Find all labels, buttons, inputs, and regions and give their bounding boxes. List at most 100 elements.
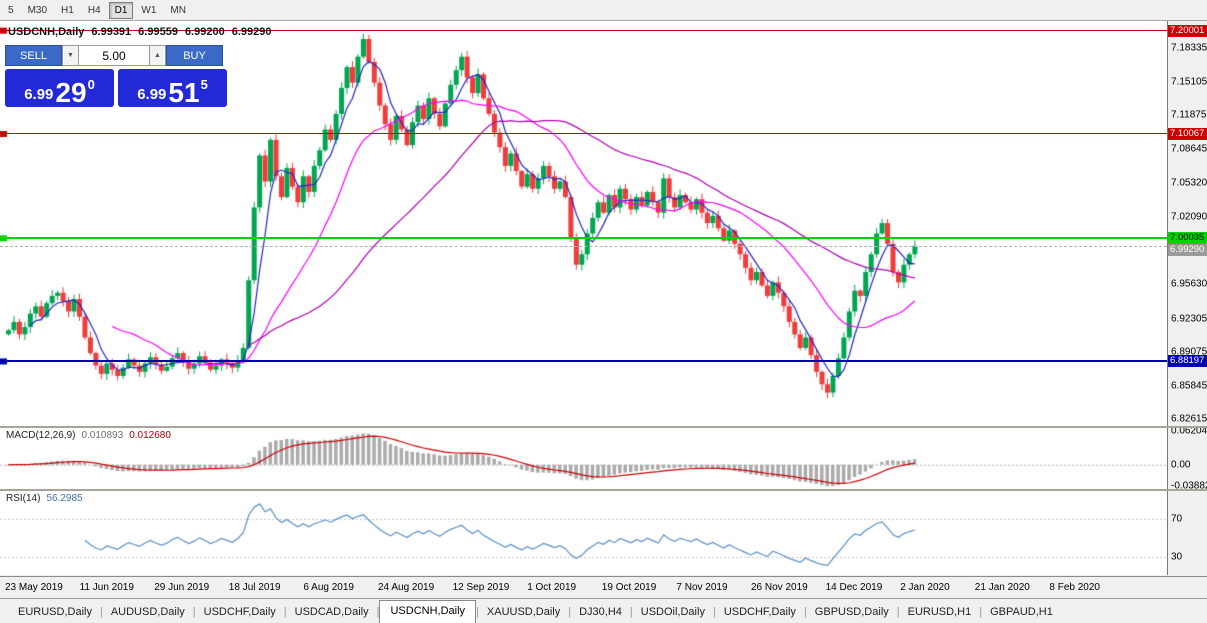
price-axis-label: 6.92305	[1171, 313, 1207, 325]
horizontal-line-7.00035[interactable]	[0, 237, 1167, 240]
date-label: 1 Oct 2019	[527, 582, 577, 593]
sell-price-sup: 0	[87, 77, 95, 92]
macd-axis-label: 0.06204	[1171, 425, 1207, 437]
tab-separator: |	[629, 606, 633, 618]
date-label: 6 Aug 2019	[303, 582, 354, 593]
date-label: 11 Jun 2019	[79, 582, 134, 593]
price-badge-7.00035: 7.00035	[1168, 232, 1207, 245]
price-axis-label: 7.02090	[1171, 211, 1207, 223]
tab-separator: |	[979, 606, 983, 618]
chart-tab-DJ30-H4[interactable]: DJ30,H4	[579, 606, 622, 618]
price-axis-label: 6.85845	[1171, 380, 1207, 392]
rsi-indicator-canvas[interactable]	[0, 491, 1167, 575]
volume-increase-button[interactable]: ▲	[149, 45, 166, 66]
horizontal-line-7.10067[interactable]	[0, 133, 1167, 135]
buy-price-main: 6.99	[137, 86, 167, 103]
date-label: 21 Jan 2020	[974, 582, 1030, 593]
chart-tab-bar: EURUSD,Daily | AUDUSD,Daily | USDCHF,Daily | U…	[0, 598, 1207, 623]
chart-tab-USDCHF-Daily[interactable]: USDCHF,Daily	[723, 606, 796, 618]
ohlc-close: 6.99290	[231, 26, 272, 38]
price-axis-label: 7.18335	[1171, 42, 1207, 54]
tab-separator: |	[192, 606, 196, 618]
panel-splitter-macd-rsi[interactable]	[0, 489, 1207, 491]
macd-axis-label: -0.03882	[1171, 480, 1207, 492]
horizontal-line-7.20001[interactable]	[0, 30, 1167, 32]
macd-value-main: 0.010893	[81, 430, 124, 441]
tab-separator: |	[896, 606, 900, 618]
rsi-axis-label: 70	[1171, 513, 1183, 525]
date-label: 2 Jan 2020	[900, 582, 950, 593]
tab-separator: |	[376, 606, 380, 618]
macd-indicator-label: MACD(12,26,9) 0.010893 0.012680	[6, 430, 171, 441]
chart-symbol-period: USDCNH,Daily	[8, 26, 85, 38]
timeframe-button-H1[interactable]: H1	[61, 4, 74, 16]
time-axis[interactable]: 23 May 2019 11 Jun 2019 29 Jun 2019 18 Jul …	[0, 576, 1207, 598]
ohlc-low: 6.99200	[184, 26, 225, 38]
macd-name: MACD(12,26,9)	[6, 430, 76, 441]
price-axis[interactable]: 7.18335 7.15105 7.11875 7.08645 7.05320 7.020…	[1167, 21, 1207, 575]
price-axis-label: 7.08645	[1171, 143, 1207, 155]
date-label: 7 Nov 2019	[676, 582, 728, 593]
sell-price-main: 6.99	[24, 86, 54, 103]
volume-input[interactable]	[79, 45, 149, 66]
chart-tab-XAUUSD-Daily[interactable]: XAUUSD,Daily	[486, 606, 561, 618]
buy-price-big: 51	[168, 77, 200, 109]
price-axis-label: 7.05320	[1171, 177, 1207, 189]
buy-price-display[interactable]: 6.99 51 5	[118, 69, 227, 107]
date-label: 8 Feb 2020	[1049, 582, 1100, 593]
buy-button[interactable]: BUY	[166, 45, 223, 66]
price-axis-label: 6.82615	[1171, 413, 1207, 425]
tab-separator: |	[803, 606, 807, 618]
chart-title: USDCNH,Daily 6.99391 6.99559 6.99200 6.9…	[8, 26, 271, 38]
timeframe-button-5[interactable]: 5	[8, 4, 14, 16]
chevron-down-icon: ▼	[67, 52, 74, 59]
date-label: 12 Sep 2019	[452, 582, 510, 593]
horizontal-line-6.88197[interactable]	[0, 360, 1167, 363]
timeframe-button-M30[interactable]: M30	[27, 4, 48, 16]
rsi-axis-label: 30	[1171, 551, 1183, 563]
tab-separator: |	[99, 606, 103, 618]
macd-indicator-canvas[interactable]	[0, 428, 1167, 489]
rsi-name: RSI(14)	[6, 493, 41, 504]
price-axis-label: 6.89075	[1171, 346, 1207, 358]
timeframe-toolbar: 5 M30 H1 H4 D1 W1 MN	[0, 0, 1207, 21]
sell-price-display[interactable]: 6.99 29 0	[5, 69, 114, 107]
chart-tab-EURUSD-Daily[interactable]: EURUSD,Daily	[18, 606, 92, 618]
one-click-trading-panel: SELL ▼ ▲ BUY 6.99 29 0 6.99 51 5	[5, 45, 227, 107]
date-label: 29 Jun 2019	[154, 582, 210, 593]
tab-separator: |	[568, 606, 572, 618]
price-badge-7.20001: 7.20001	[1168, 24, 1207, 37]
chart-tab-AUDUSD-Daily[interactable]: AUDUSD,Daily	[110, 606, 185, 618]
chart-tab-EURUSD-H1[interactable]: EURUSD,H1	[907, 606, 972, 618]
rsi-value: 56.2985	[46, 493, 83, 504]
price-badge-6.99290: 6.99290	[1168, 244, 1207, 257]
volume-decrease-button[interactable]: ▼	[62, 45, 79, 66]
price-badge-6.88197: 6.88197	[1168, 355, 1207, 368]
chart-tab-USDOil-Daily[interactable]: USDOil,Daily	[640, 606, 705, 618]
chart-tab-USDCHF-Daily[interactable]: USDCHF,Daily	[203, 606, 276, 618]
tab-separator: |	[712, 606, 716, 618]
date-label: 23 May 2019	[5, 582, 63, 593]
chart-tab-USDCAD-Daily[interactable]: USDCAD,Daily	[294, 606, 369, 618]
timeframe-button-H4[interactable]: H4	[87, 4, 101, 16]
chart-tab-USDCNH-Daily[interactable]: USDCNH,Daily	[379, 600, 477, 623]
price-axis-label: 6.95630	[1171, 278, 1207, 290]
tab-separator: |	[476, 606, 479, 618]
ohlc-high: 6.99559	[138, 26, 178, 38]
chevron-up-icon: ▲	[154, 52, 161, 59]
date-label: 18 Jul 2019	[228, 582, 281, 593]
chart-tab-GBPAUD-H1[interactable]: GBPAUD,H1	[990, 606, 1053, 618]
ohlc-open: 6.99391	[91, 26, 132, 38]
timeframe-button-D1[interactable]: D1	[108, 1, 134, 19]
price-axis-label: 7.11875	[1171, 109, 1207, 121]
sell-button[interactable]: SELL	[5, 45, 62, 66]
timeframe-button-MN[interactable]: MN	[170, 4, 186, 16]
tab-separator: |	[283, 606, 287, 618]
chart-tab-GBPUSD-Daily[interactable]: GBPUSD,Daily	[814, 606, 889, 618]
macd-value-signal: 0.012680	[129, 430, 171, 441]
timeframe-button-W1[interactable]: W1	[141, 4, 157, 16]
price-axis-label: 7.15105	[1171, 76, 1207, 88]
panel-splitter-main-macd[interactable]	[0, 426, 1207, 428]
date-label: 26 Nov 2019	[751, 582, 808, 593]
